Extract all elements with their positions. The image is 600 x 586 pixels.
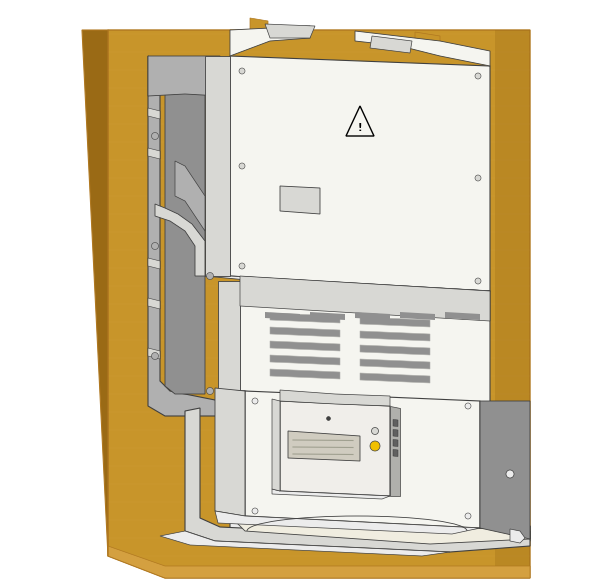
- Polygon shape: [82, 30, 108, 556]
- Polygon shape: [148, 56, 220, 96]
- Polygon shape: [270, 355, 340, 365]
- Polygon shape: [280, 186, 320, 214]
- Circle shape: [252, 398, 258, 404]
- Polygon shape: [148, 108, 160, 119]
- Polygon shape: [185, 408, 530, 552]
- Polygon shape: [148, 348, 160, 359]
- Polygon shape: [270, 299, 340, 309]
- Polygon shape: [218, 281, 240, 391]
- Polygon shape: [393, 440, 398, 447]
- Polygon shape: [205, 276, 490, 301]
- Polygon shape: [360, 317, 430, 327]
- Polygon shape: [108, 30, 530, 578]
- Polygon shape: [160, 531, 450, 556]
- Polygon shape: [270, 369, 340, 379]
- Polygon shape: [148, 148, 160, 159]
- Polygon shape: [360, 373, 430, 383]
- Polygon shape: [270, 341, 340, 351]
- Polygon shape: [230, 56, 490, 291]
- Circle shape: [252, 508, 258, 514]
- Polygon shape: [272, 489, 390, 499]
- Polygon shape: [310, 312, 345, 320]
- Circle shape: [370, 441, 380, 451]
- Polygon shape: [240, 281, 490, 408]
- Polygon shape: [400, 312, 435, 320]
- Polygon shape: [415, 32, 440, 50]
- Polygon shape: [215, 511, 480, 534]
- Circle shape: [239, 163, 245, 169]
- Polygon shape: [280, 390, 390, 406]
- Polygon shape: [480, 401, 530, 539]
- Text: !: !: [358, 123, 362, 133]
- Polygon shape: [240, 276, 490, 321]
- Polygon shape: [355, 312, 390, 320]
- Polygon shape: [360, 345, 430, 355]
- Circle shape: [206, 387, 214, 394]
- Circle shape: [151, 243, 158, 250]
- Polygon shape: [270, 313, 340, 323]
- Circle shape: [371, 428, 379, 434]
- Circle shape: [465, 403, 471, 409]
- Polygon shape: [393, 449, 398, 456]
- Polygon shape: [390, 406, 400, 496]
- Polygon shape: [360, 331, 430, 341]
- Polygon shape: [218, 389, 490, 416]
- Circle shape: [475, 175, 481, 181]
- Polygon shape: [155, 204, 205, 276]
- Polygon shape: [370, 36, 412, 53]
- Polygon shape: [148, 258, 160, 269]
- Polygon shape: [393, 420, 398, 427]
- Polygon shape: [265, 312, 300, 320]
- Circle shape: [151, 132, 158, 139]
- Polygon shape: [280, 401, 390, 496]
- Circle shape: [239, 263, 245, 269]
- Polygon shape: [445, 312, 480, 320]
- Circle shape: [475, 278, 481, 284]
- Polygon shape: [495, 30, 530, 578]
- Polygon shape: [270, 327, 340, 337]
- Polygon shape: [360, 359, 430, 369]
- Circle shape: [206, 272, 214, 280]
- Polygon shape: [360, 303, 430, 313]
- Polygon shape: [108, 546, 530, 578]
- Circle shape: [151, 353, 158, 359]
- Polygon shape: [148, 298, 160, 309]
- Polygon shape: [230, 504, 530, 544]
- Polygon shape: [230, 26, 310, 56]
- Polygon shape: [215, 388, 245, 516]
- Polygon shape: [230, 391, 530, 546]
- Polygon shape: [265, 24, 315, 38]
- Polygon shape: [288, 431, 360, 461]
- Polygon shape: [165, 76, 205, 394]
- Polygon shape: [148, 56, 220, 416]
- Polygon shape: [175, 161, 205, 231]
- Polygon shape: [205, 56, 230, 276]
- Polygon shape: [393, 430, 398, 437]
- Circle shape: [239, 68, 245, 74]
- Polygon shape: [355, 31, 490, 66]
- Polygon shape: [346, 106, 374, 136]
- Polygon shape: [250, 18, 268, 38]
- Polygon shape: [510, 529, 525, 543]
- Circle shape: [506, 470, 514, 478]
- Polygon shape: [272, 399, 280, 491]
- Circle shape: [465, 513, 471, 519]
- Polygon shape: [245, 391, 480, 528]
- Circle shape: [475, 73, 481, 79]
